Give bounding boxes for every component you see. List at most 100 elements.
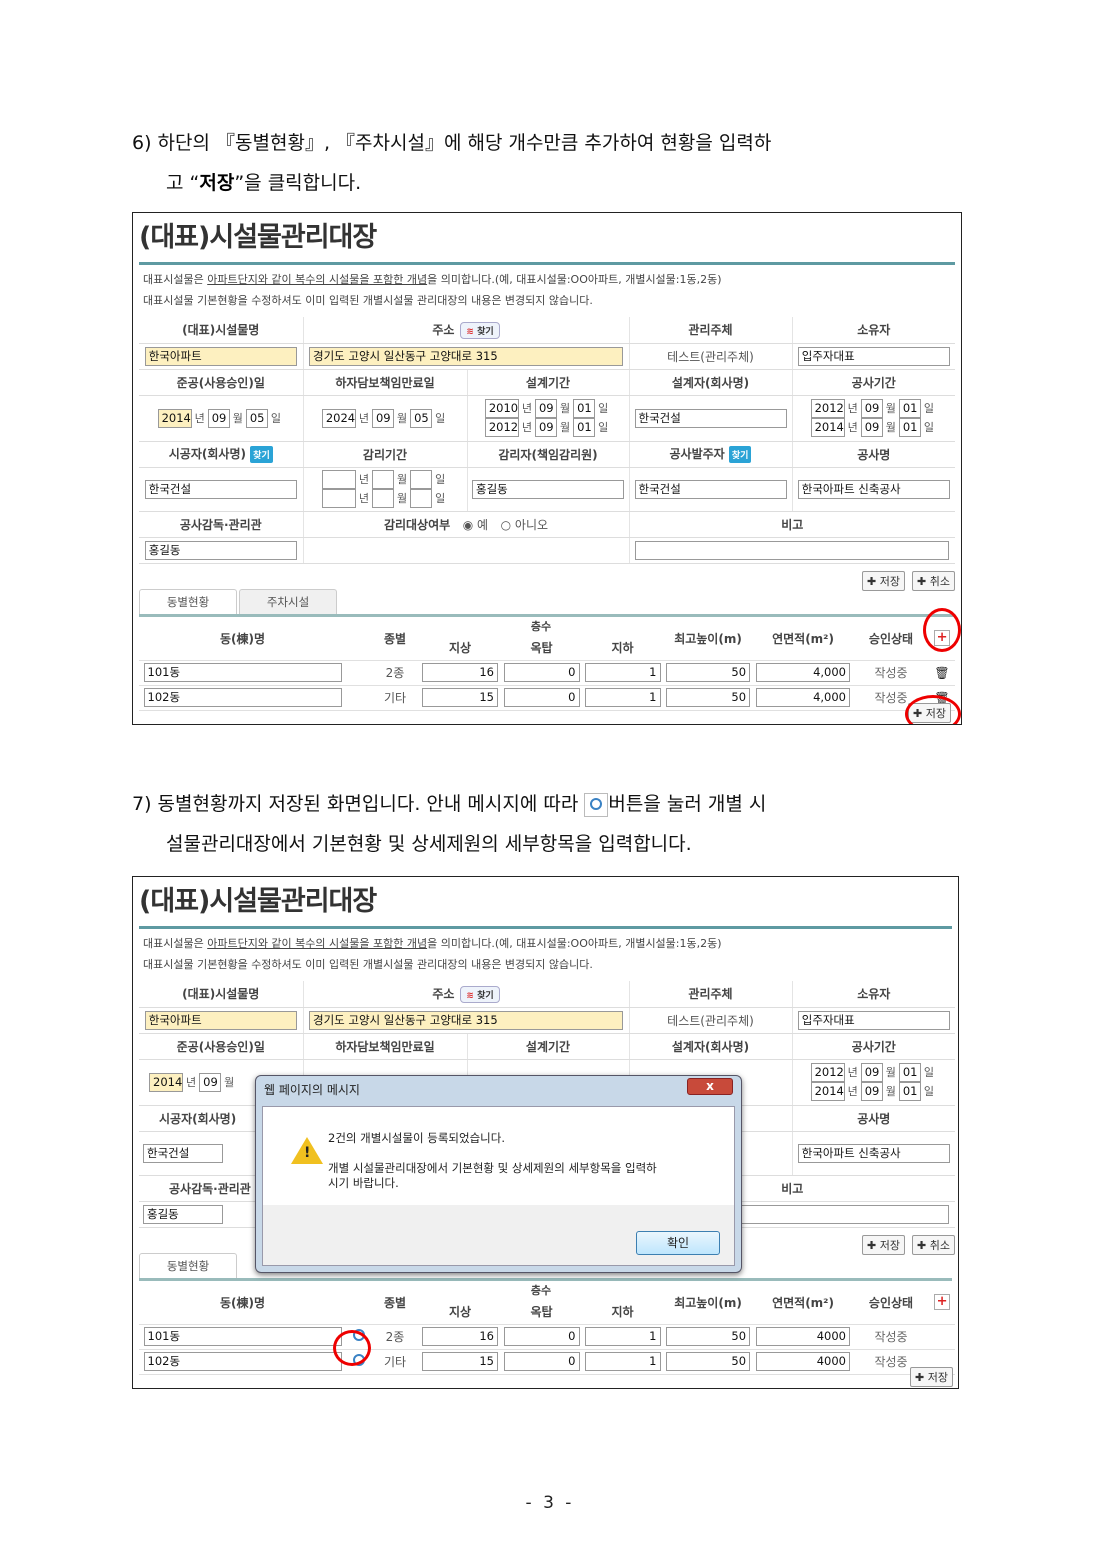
text-field[interactable]: 2014 <box>810 418 845 437</box>
text-field[interactable]: 홍길동 <box>144 540 297 560</box>
text-field[interactable] <box>410 470 433 489</box>
text-field[interactable]: 경기도 고양시 일산동구 고양대로 315 <box>309 1010 623 1030</box>
ok-button[interactable]: 확인 <box>636 1231 720 1255</box>
text-field[interactable]: 2024 <box>321 408 356 428</box>
text-field[interactable]: 50 <box>666 1352 751 1371</box>
text-field[interactable]: 2012 <box>484 418 519 437</box>
text-field[interactable]: 09 <box>199 1072 222 1092</box>
text-field[interactable]: 15 <box>422 688 498 707</box>
text-field[interactable]: 한국건설 <box>144 479 297 499</box>
text-field[interactable]: 2012 <box>810 1063 845 1082</box>
text-field[interactable]: 1 <box>584 1352 661 1371</box>
text-field[interactable]: 01 <box>573 399 596 418</box>
text-field[interactable]: 입주자대표 <box>797 346 950 366</box>
text-field[interactable]: 01 <box>898 399 921 418</box>
save-button[interactable]: ✚ 저장 <box>862 571 905 591</box>
text-field[interactable]: 입주자대표 <box>797 1010 950 1030</box>
text-field[interactable]: 한국건설 <box>634 408 787 428</box>
text-field[interactable]: 09 <box>860 399 883 418</box>
text-field[interactable]: 01 <box>898 1063 921 1082</box>
text-field[interactable]: 50 <box>666 663 751 682</box>
text-field[interactable]: 2014 <box>149 1072 183 1092</box>
text-field[interactable]: 09 <box>860 1082 883 1101</box>
text-field[interactable]: 한국아파트 신축공사 <box>797 479 950 499</box>
col-height: 최고높이(m) <box>663 1281 754 1325</box>
text-field[interactable] <box>371 470 394 489</box>
text-field[interactable]: 09 <box>534 418 557 437</box>
text-field[interactable]: 경기도 고양시 일산동구 고양대로 315 <box>309 346 623 366</box>
text-field[interactable]: 15 <box>422 1352 498 1371</box>
text-field[interactable]: 09 <box>207 408 230 428</box>
text-field[interactable] <box>321 470 356 489</box>
text-field[interactable]: 0 <box>503 663 580 682</box>
text-field[interactable] <box>635 540 950 560</box>
save-button[interactable]: ✚ 저장 <box>862 1235 905 1255</box>
label-design: 설계기간 <box>467 1033 630 1060</box>
text-field[interactable]: 0 <box>503 1327 580 1346</box>
text-field[interactable]: 0 <box>503 688 580 707</box>
text-field[interactable]: 4000 <box>756 1327 851 1346</box>
trash-icon[interactable]: 🗑 <box>934 665 950 680</box>
text-field[interactable] <box>410 489 433 508</box>
text-field[interactable]: 2014 <box>157 408 192 428</box>
radio-no[interactable]: ○ 아니오 <box>500 517 549 532</box>
text-field[interactable] <box>371 489 394 508</box>
text-field[interactable]: 1 <box>584 663 661 682</box>
text: 고 “ <box>166 172 200 194</box>
text-field[interactable]: 09 <box>860 418 883 437</box>
find-button[interactable]: 찾기 <box>728 446 752 463</box>
text-field[interactable]: 한국아파트 <box>144 1010 297 1030</box>
text-field[interactable]: 4000 <box>756 1352 851 1371</box>
text-field[interactable]: 102동 <box>143 688 342 707</box>
text-field[interactable]: 09 <box>860 1063 883 1082</box>
text-field[interactable]: 16 <box>422 663 498 682</box>
text-field[interactable]: 50 <box>666 688 751 707</box>
text-field[interactable]: 102동 <box>143 1352 342 1371</box>
close-button[interactable]: x <box>687 1078 733 1095</box>
find-button[interactable]: 찾기 <box>250 446 273 463</box>
text-field[interactable]: 16 <box>422 1327 498 1346</box>
tab-building-status[interactable]: 동별현황 <box>139 1253 237 1278</box>
text-field[interactable]: 홍길동 <box>472 479 624 499</box>
text-field[interactable]: 한국아파트 신축공사 <box>797 1143 950 1163</box>
type-value: 기타 <box>371 685 419 711</box>
label: 일 <box>598 402 609 415</box>
text-field[interactable]: 1 <box>584 1327 661 1346</box>
text-field[interactable]: 50 <box>666 1327 751 1346</box>
text-field[interactable]: 01 <box>573 418 596 437</box>
text-field[interactable]: 101동 <box>143 663 342 682</box>
radio-yes[interactable]: ◉ 예 <box>462 517 489 532</box>
type-value: 기타 <box>371 1349 419 1375</box>
label-design: 설계기간 <box>467 369 630 396</box>
text-field[interactable]: 2010 <box>484 399 519 418</box>
text-field[interactable]: 01 <box>898 418 921 437</box>
cancel-button[interactable]: ✚ 취소 <box>912 571 955 591</box>
add-row-icon[interactable]: + <box>934 1294 951 1311</box>
text-field[interactable]: 홍길동 <box>143 1204 223 1224</box>
text-field[interactable]: 2012 <box>810 399 845 418</box>
tab-parking[interactable]: 주차시설 <box>239 589 337 614</box>
text-field[interactable]: 01 <box>898 1082 921 1101</box>
text-field[interactable]: 한국아파트 <box>144 346 297 366</box>
text-field[interactable]: 09 <box>534 399 557 418</box>
text-field[interactable]: 05 <box>410 408 433 428</box>
text-field[interactable]: 101동 <box>143 1327 342 1346</box>
text-field[interactable]: 2014 <box>810 1082 845 1101</box>
text-field[interactable]: 4,000 <box>756 663 851 682</box>
address-find-button[interactable]: ≋ 찾기 <box>460 321 500 339</box>
status-value: 작성중 <box>853 660 930 686</box>
text-field[interactable]: 0 <box>503 1352 580 1371</box>
col-roof: 옥탑 <box>501 635 582 661</box>
text-field[interactable]: 한국건설 <box>143 1143 223 1163</box>
text-field[interactable]: 한국건설 <box>634 479 787 499</box>
cancel-button[interactable]: ✚ 취소 <box>912 1235 955 1255</box>
highlight-circle <box>923 608 961 652</box>
text-field[interactable]: 1 <box>584 688 661 707</box>
text-field[interactable] <box>321 489 356 508</box>
address-find-button[interactable]: ≋ 찾기 <box>460 985 500 1003</box>
text-field[interactable]: 09 <box>371 408 394 428</box>
tab-building-status[interactable]: 동별현황 <box>139 589 237 614</box>
save-rows-button[interactable]: ✚ 저장 <box>910 1367 953 1387</box>
text-field[interactable]: 4,000 <box>756 688 851 707</box>
text-field[interactable]: 05 <box>245 408 268 428</box>
